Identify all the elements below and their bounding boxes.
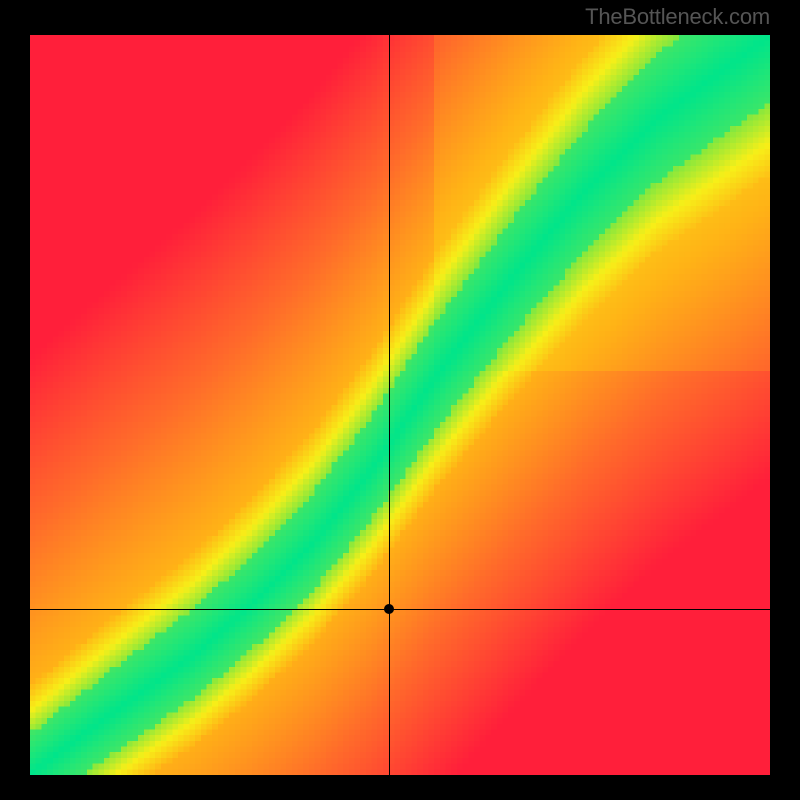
heatmap-canvas xyxy=(30,35,770,775)
heatmap-plot xyxy=(30,35,770,775)
crosshair-vertical xyxy=(389,35,390,775)
operating-point-marker xyxy=(384,604,394,614)
attribution-watermark: TheBottleneck.com xyxy=(585,4,770,30)
crosshair-horizontal xyxy=(30,609,770,610)
